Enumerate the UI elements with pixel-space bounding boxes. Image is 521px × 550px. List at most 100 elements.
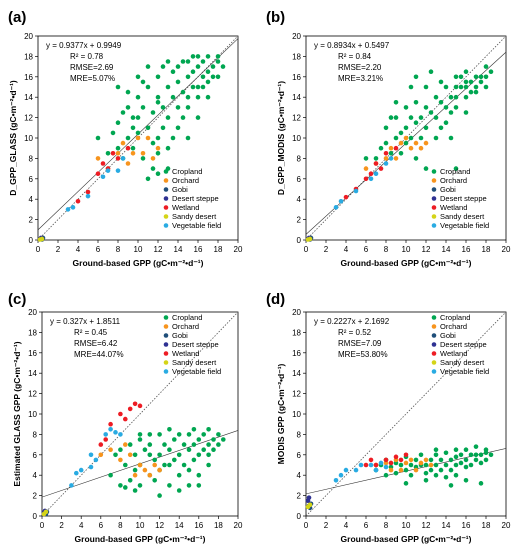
legend-entry: Desert steppe xyxy=(172,340,219,349)
x-tick-label: 6 xyxy=(364,245,369,254)
y-tick-label: 12 xyxy=(24,114,33,123)
data-point-cropland xyxy=(478,452,484,458)
data-point-cropland xyxy=(403,140,409,146)
data-point-cropland xyxy=(185,105,191,110)
x-axis-label: Ground-based GPP (gC•m⁻²•d⁻¹) xyxy=(73,258,204,268)
x-tick-label: 6 xyxy=(96,245,101,254)
data-point-wetland xyxy=(132,401,138,407)
y-tick-label: 2 xyxy=(297,216,302,225)
data-point-cropland xyxy=(186,467,192,473)
chart-panel-1: (a) 0 2 4 6 8 10 12 14 16 18 20 0 2 4 6 8 10 12 14 16 18 20 Gro… xyxy=(8,9,243,268)
data-point-cropland xyxy=(478,79,484,85)
data-point-cropland xyxy=(453,472,459,478)
data-point-vegetable-field xyxy=(85,193,91,199)
data-point-cropland xyxy=(167,427,172,432)
data-point-cropland xyxy=(418,115,424,120)
data-point-cropland xyxy=(180,59,186,64)
data-point-orchard xyxy=(123,442,128,447)
legend-marker xyxy=(431,187,437,192)
data-point-cropland xyxy=(423,125,429,131)
data-point-cropland xyxy=(186,483,192,488)
data-point-vegetable-field xyxy=(74,470,79,476)
data-point-wetland xyxy=(127,406,133,412)
data-point-cropland xyxy=(142,447,148,453)
data-point-orchard xyxy=(145,135,151,141)
data-point-cropland xyxy=(155,171,161,176)
data-point-orchard xyxy=(118,457,123,463)
data-point-cropland xyxy=(181,442,187,447)
data-point-vegetable-field xyxy=(69,483,74,488)
data-point-cropland xyxy=(438,79,444,85)
data-point-cropland xyxy=(175,64,181,69)
data-point-orchard xyxy=(398,140,404,146)
y-tick-label: 0 xyxy=(297,512,302,521)
data-point-cropland xyxy=(393,115,399,120)
data-point-cropland xyxy=(448,94,454,100)
data-point-cropland xyxy=(140,156,146,161)
y-axis-label: D_GPP_GLASS (gC•m⁻²•d⁻¹) xyxy=(8,80,18,196)
y-tick-label: 20 xyxy=(24,32,33,41)
y-tick-label: 16 xyxy=(28,349,37,358)
data-point-cropland xyxy=(443,84,449,90)
data-point-sandy-desert xyxy=(305,504,311,510)
data-point-wetland xyxy=(125,145,131,151)
data-point-vegetable-field xyxy=(353,188,359,194)
data-point-cropland xyxy=(211,437,216,442)
data-point-cropland xyxy=(200,59,206,64)
data-point-cropland xyxy=(196,437,202,442)
data-point-cropland xyxy=(135,115,141,120)
data-point-orchard xyxy=(140,151,146,156)
regression-stat: MRE=44.07% xyxy=(74,350,124,359)
data-point-cropland xyxy=(115,120,121,125)
y-tick-label: 4 xyxy=(297,195,302,204)
legend-marker xyxy=(163,214,169,219)
data-point-orchard xyxy=(127,452,133,458)
x-tick-label: 2 xyxy=(59,521,64,530)
data-point-vegetable-field xyxy=(115,168,121,173)
legend-entry: Cropland xyxy=(440,313,470,322)
regression-stat: R² = 0.84 xyxy=(338,52,372,61)
data-point-cropland xyxy=(488,452,494,458)
data-point-vegetable-field xyxy=(93,457,99,463)
data-point-vegetable-field xyxy=(368,462,374,468)
data-point-cropland xyxy=(473,457,479,463)
data-point-cropland xyxy=(110,130,116,136)
legend-entry: Wetland xyxy=(172,203,199,212)
data-point-cropland xyxy=(205,69,211,74)
legend-entry: Wetland xyxy=(440,203,467,212)
data-point-cropland xyxy=(190,54,196,59)
data-point-vegetable-field xyxy=(333,478,339,483)
data-point-cropland xyxy=(150,110,156,115)
data-point-orchard xyxy=(408,145,414,151)
data-point-wetland xyxy=(137,403,143,409)
data-point-cropland xyxy=(448,457,454,463)
data-point-cropland xyxy=(428,110,434,115)
data-point-orchard xyxy=(413,140,419,146)
data-point-cropland xyxy=(205,94,211,100)
legend-entry: Sandy desert xyxy=(440,212,485,221)
data-point-orchard xyxy=(150,156,156,161)
data-point-orchard xyxy=(147,472,153,478)
y-tick-label: 10 xyxy=(24,134,33,143)
data-point-cropland xyxy=(157,452,162,458)
regression-stat: RMSE=2.20 xyxy=(338,63,382,72)
data-point-cropland xyxy=(132,452,138,458)
chart-panel-2: (b) 0 2 4 6 8 10 12 14 16 18 20 0 2 4 6 8 10 12 14 16 18 20 Gro… xyxy=(266,9,511,268)
data-point-cropland xyxy=(205,54,211,59)
data-point-cropland xyxy=(433,447,439,453)
data-point-cropland xyxy=(185,59,191,64)
data-point-vegetable-field xyxy=(103,432,108,437)
y-tick-label: 4 xyxy=(297,471,302,480)
data-point-cropland xyxy=(145,84,151,90)
data-point-cropland xyxy=(200,74,206,80)
data-point-cropland xyxy=(388,151,394,156)
legend-marker xyxy=(163,169,169,174)
data-point-cropland xyxy=(443,105,449,110)
legend-marker xyxy=(163,369,169,374)
data-point-cropland xyxy=(433,94,439,100)
data-point-orchard xyxy=(423,457,429,463)
x-tick-label: 20 xyxy=(234,521,243,530)
data-point-wetland xyxy=(108,421,113,427)
data-point-orchard xyxy=(95,156,101,161)
data-point-orchard xyxy=(137,462,143,468)
